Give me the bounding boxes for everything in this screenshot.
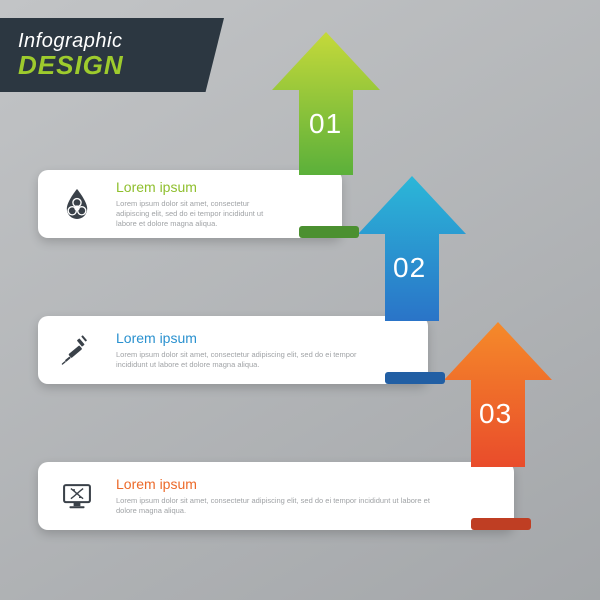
step-number: 02 [393,252,426,284]
step-number: 03 [479,398,512,430]
step-arrow-tail [299,226,359,238]
step-number: 01 [309,108,342,140]
step-arrow-tail [471,518,531,530]
step-arrow-tail [385,372,445,384]
infographic-canvas: Infographic DESIGN Lorem ipsum Lorem ips… [0,0,600,600]
